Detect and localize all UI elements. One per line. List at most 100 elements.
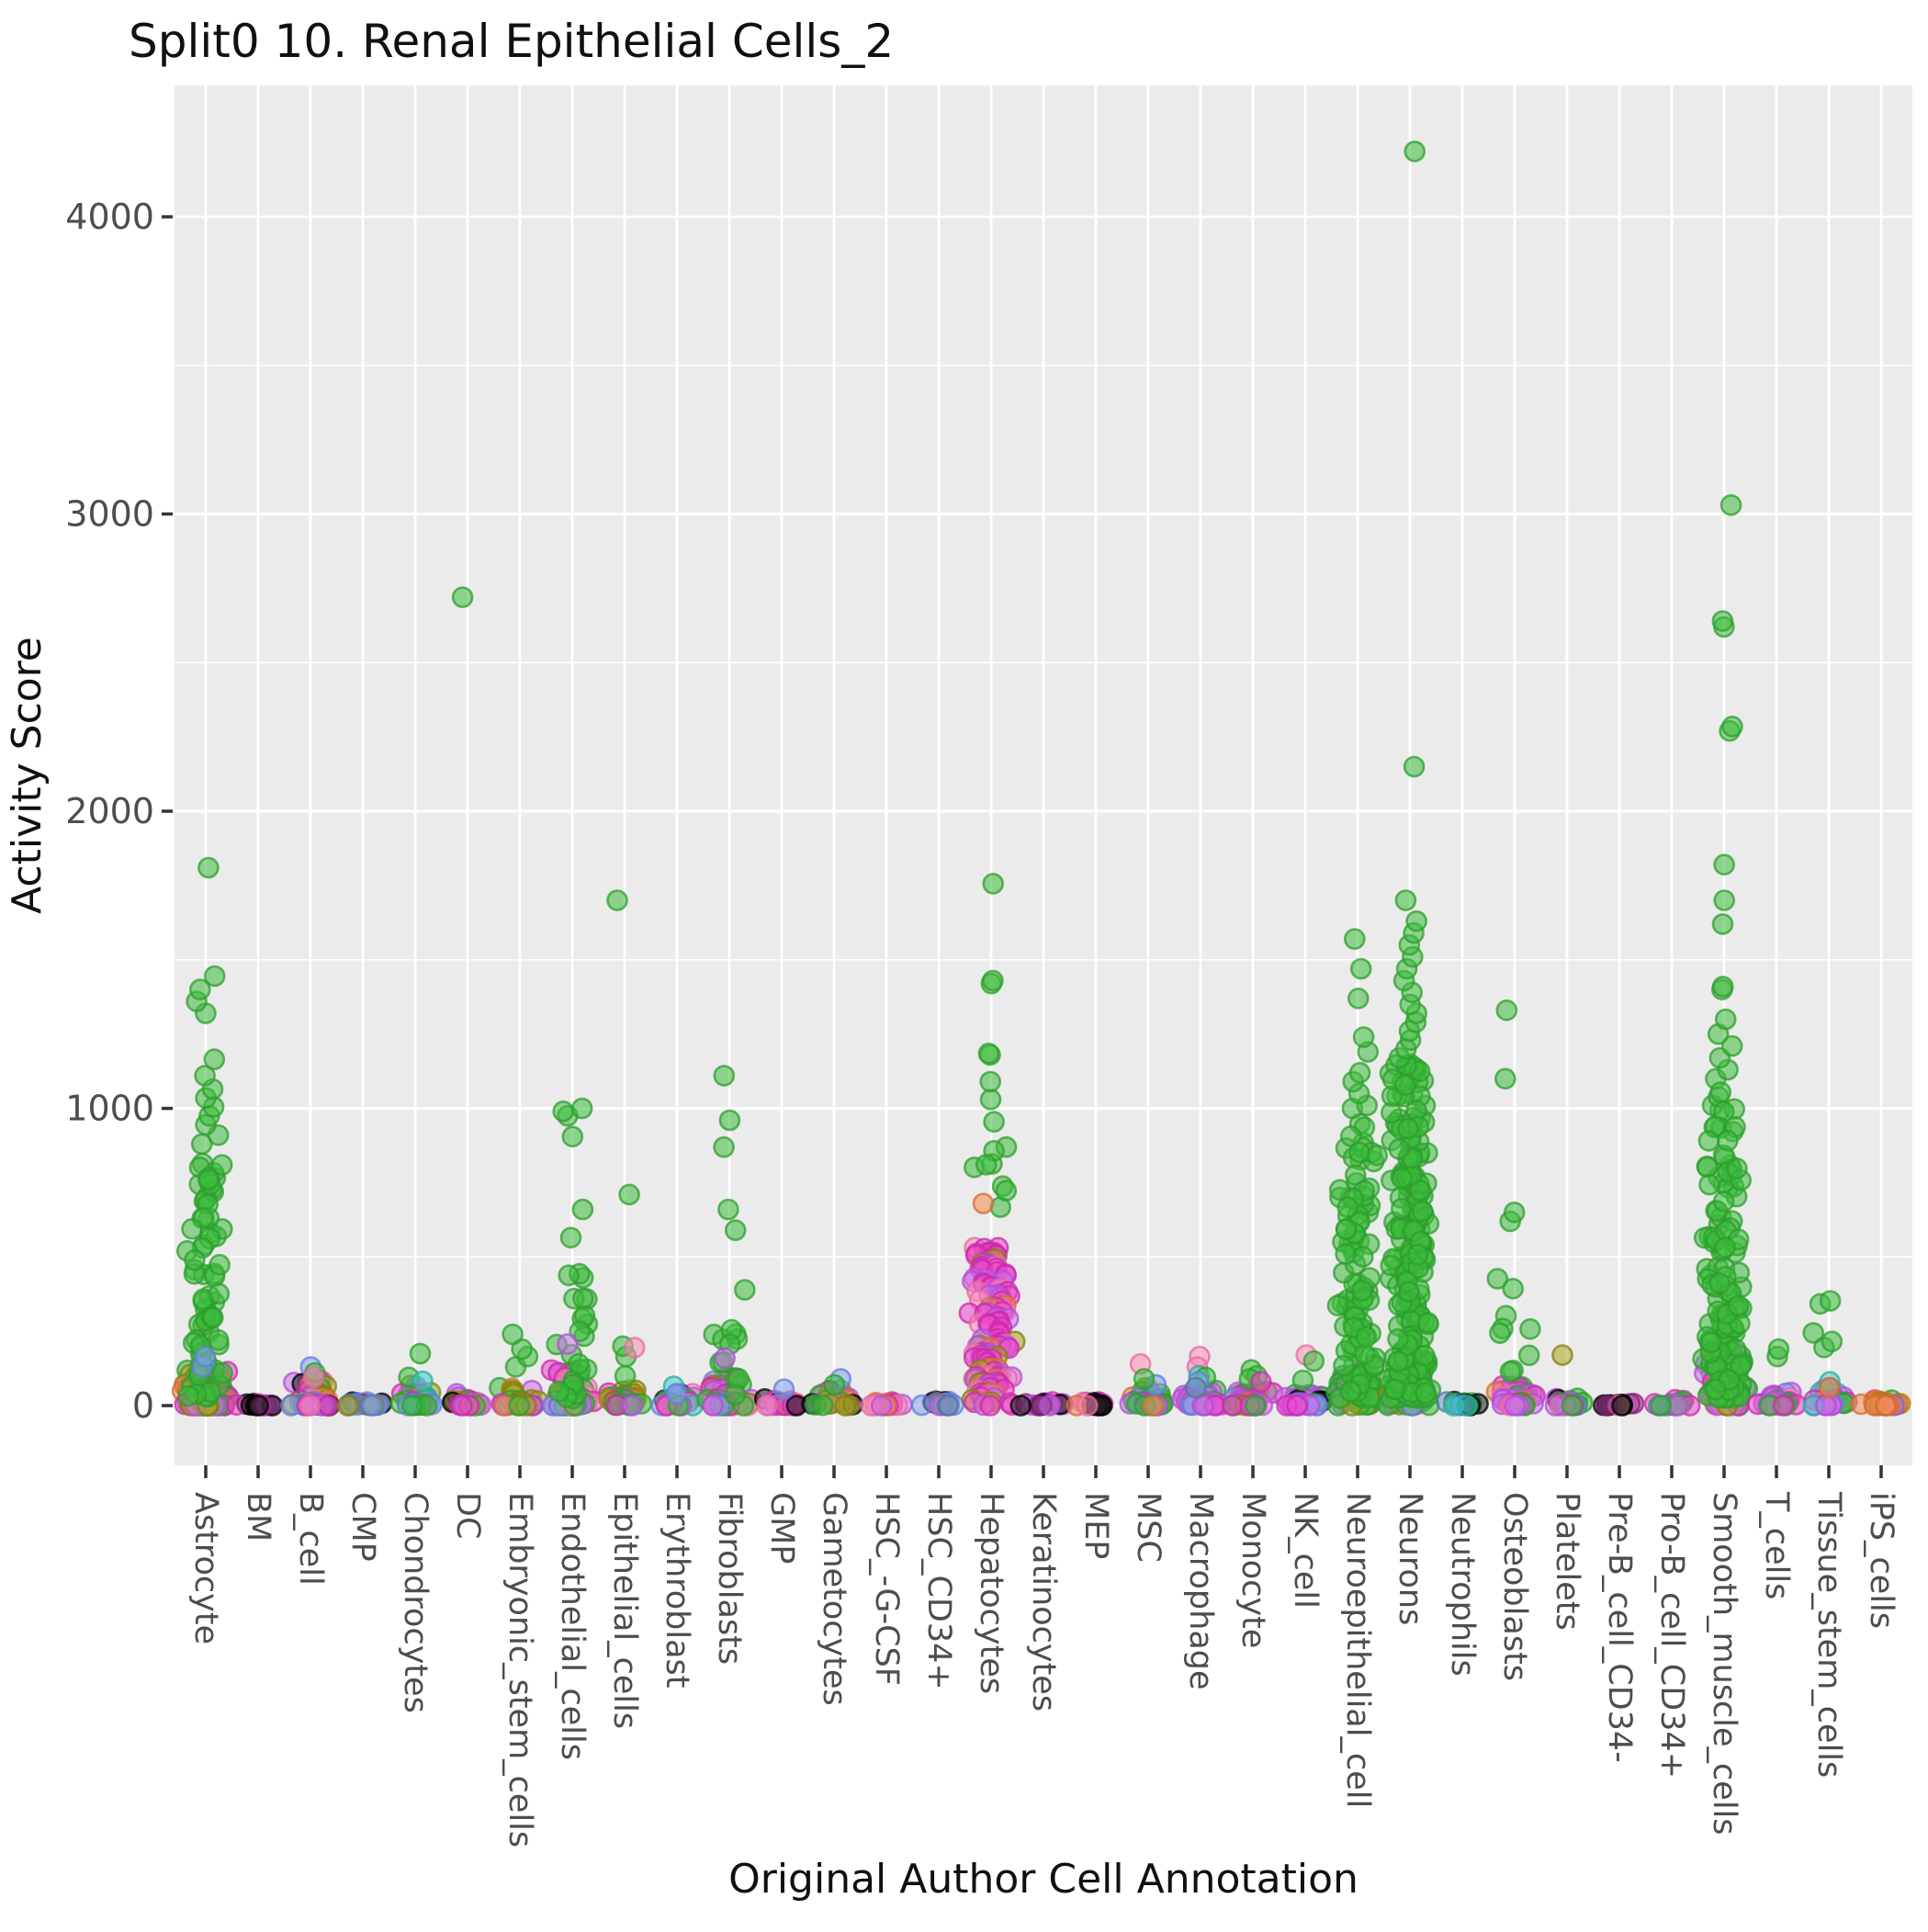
data-point [1874, 1395, 1897, 1417]
data-point [302, 1366, 325, 1389]
data-point [1406, 1243, 1429, 1266]
x-tick-label: Monocyte [1235, 1492, 1271, 1648]
x-tick-label: Keratinocytes [1025, 1492, 1062, 1712]
data-point [1489, 1322, 1511, 1344]
data-point [412, 1370, 434, 1393]
data-point [1250, 1371, 1272, 1393]
data-point [1383, 1378, 1406, 1401]
x-tick-label: CMP [344, 1492, 381, 1562]
data-point [1714, 1237, 1736, 1259]
data-point [1039, 1395, 1061, 1417]
data-point [1333, 1354, 1355, 1377]
data-point [1405, 910, 1427, 932]
data-point [870, 1395, 893, 1417]
data-point [559, 1226, 582, 1248]
x-tick-label: T_cells [1758, 1491, 1795, 1599]
data-point [1347, 988, 1370, 1010]
data-point [772, 1378, 795, 1400]
data-point [1355, 1326, 1378, 1348]
x-tick-label: iPS_cells [1863, 1492, 1900, 1629]
data-point [977, 1042, 1000, 1065]
data-point [1815, 1395, 1837, 1417]
x-tick-label: Macrophage [1182, 1492, 1219, 1690]
data-point [1326, 1294, 1349, 1316]
data-point [724, 1219, 747, 1241]
data-point [1517, 1344, 1540, 1367]
data-point [823, 1373, 846, 1396]
data-point [1403, 755, 1426, 778]
data-point [983, 1111, 1005, 1133]
data-point [558, 1264, 581, 1286]
data-point [1415, 1382, 1437, 1405]
data-point [1719, 493, 1742, 516]
data-point [1398, 1281, 1420, 1303]
data-point [1611, 1395, 1633, 1417]
data-point [1009, 1395, 1032, 1417]
x-tick-label: Pre-B_cell_CD34- [1601, 1492, 1638, 1763]
data-point [1348, 1061, 1371, 1084]
x-tick-label: Osteoblasts [1496, 1492, 1533, 1681]
data-point [1336, 1196, 1359, 1219]
data-point [1411, 1200, 1434, 1223]
data-point [1185, 1376, 1207, 1399]
data-point [713, 1135, 735, 1158]
data-point [451, 586, 474, 608]
x-tick-label: Platelets [1549, 1492, 1585, 1631]
data-point [1335, 1218, 1358, 1240]
data-point [1713, 889, 1735, 911]
data-point [614, 1364, 637, 1387]
y-tick-label: 2000 [65, 791, 154, 831]
data-point [1727, 1294, 1750, 1317]
data-point [724, 1384, 747, 1406]
x-tick-label: HSC_-G-CSF [868, 1492, 905, 1686]
data-point [1650, 1395, 1673, 1417]
data-point [184, 1248, 206, 1271]
x-tick-label: MSC [1130, 1492, 1167, 1563]
data-point [203, 965, 226, 988]
data-point [606, 889, 628, 911]
data-point [1772, 1395, 1795, 1417]
data-point [561, 1125, 584, 1147]
data-point [207, 1328, 230, 1351]
data-points-layer [171, 141, 1911, 1417]
data-point [1366, 1144, 1388, 1167]
x-tick-label: MEP [1077, 1492, 1114, 1559]
data-point [557, 1333, 579, 1355]
data-point [1704, 1378, 1727, 1401]
data-point [811, 1394, 834, 1417]
data-point [1387, 1328, 1409, 1350]
data-point [547, 1380, 570, 1403]
data-point [336, 1395, 359, 1417]
y-tick-label: 4000 [65, 197, 154, 237]
data-point [1191, 1395, 1214, 1417]
axis-tick-labels: 0 1000 2000 3000 4000 Astrocyte BM B_cell CMP Cho… [65, 197, 1900, 1847]
data-point [502, 1323, 524, 1346]
x-tick-label: HSC_CD34+ [920, 1492, 957, 1690]
data-point [1711, 976, 1734, 998]
data-point [718, 1109, 741, 1132]
data-point [181, 1217, 203, 1240]
data-point [1708, 1272, 1731, 1294]
x-tick-label: BM [240, 1492, 276, 1542]
data-point [317, 1395, 339, 1417]
data-point [1720, 1034, 1743, 1057]
data-point [1713, 853, 1735, 876]
data-point [621, 1395, 644, 1417]
data-point [1502, 1277, 1524, 1300]
data-point [1390, 1197, 1413, 1220]
data-point [1499, 1361, 1522, 1383]
data-point [979, 1395, 1001, 1417]
x-tick-label: Chondrocytes [397, 1492, 434, 1713]
data-point [203, 1048, 226, 1070]
data-point [938, 1395, 960, 1417]
y-tick-label: 0 [132, 1385, 154, 1426]
data-point [1245, 1395, 1267, 1417]
x-tick-label: Hepatocytes [973, 1492, 1009, 1694]
x-tick-label: Neurons [1392, 1492, 1428, 1625]
data-point [1504, 1395, 1527, 1417]
data-point [1561, 1395, 1584, 1417]
data-point [982, 969, 1004, 992]
data-point [1697, 1156, 1719, 1179]
data-point [208, 1282, 231, 1305]
